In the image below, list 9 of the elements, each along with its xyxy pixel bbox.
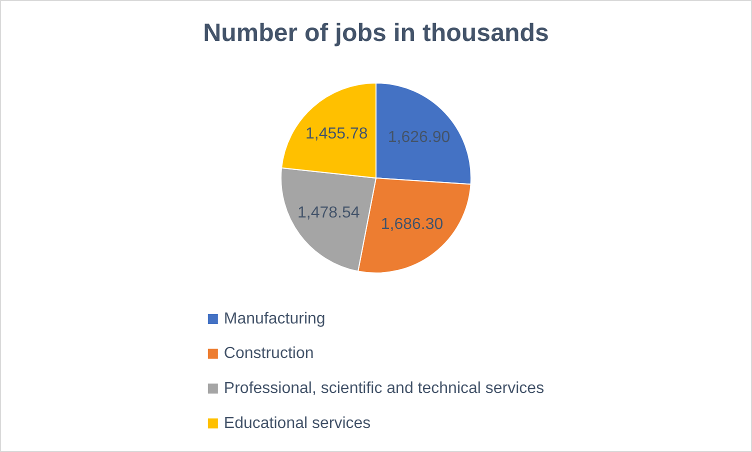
data-label: 1,626.90 [388, 129, 450, 146]
legend-label: Educational services [224, 414, 371, 432]
data-label: 1,686.30 [380, 216, 444, 234]
legend-label: Manufacturing [224, 310, 326, 328]
legend-label: Construction [224, 345, 314, 362]
legend-label: Professional, scientific and technical services [224, 380, 544, 398]
data-label: 1,455.78 [305, 126, 368, 143]
chart-title: Number of jobs in thousands [203, 18, 549, 47]
data-label: 1,478.54 [298, 204, 360, 222]
